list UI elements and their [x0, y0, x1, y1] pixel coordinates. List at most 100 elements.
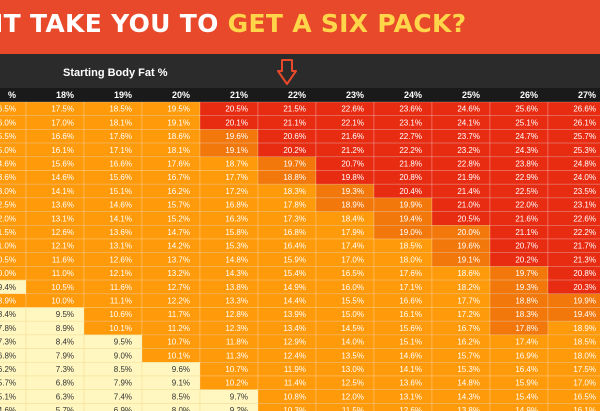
cell-value: 19.1% — [167, 118, 190, 127]
cell-value: 11.7% — [168, 310, 190, 319]
cell-value: 13.6% — [109, 228, 132, 237]
column-header: 24% — [404, 90, 422, 100]
cell-value: 16.0% — [341, 283, 364, 292]
cell-value: 6.8% — [0, 351, 16, 360]
cell-value: 13.9% — [283, 310, 306, 319]
cell-value: 13.6% — [399, 379, 422, 388]
cell-value: 13.0% — [0, 187, 16, 196]
cell-value: 17.7% — [225, 173, 248, 182]
cell-value: 22.7% — [399, 132, 422, 141]
cell-value: 19.7% — [515, 269, 538, 278]
cell-value: 13.6% — [51, 201, 74, 210]
cell-value: 15.2% — [167, 214, 190, 223]
cell-value: 18.4% — [341, 214, 364, 223]
cell-value: 10.6% — [109, 310, 132, 319]
cell-value: 10.7% — [225, 365, 248, 374]
cell-value: 17.0% — [573, 379, 596, 388]
cell-value: 21.6% — [515, 214, 538, 223]
cell-value: 19.7% — [283, 160, 306, 169]
cell-value: 11.4% — [284, 379, 306, 388]
cell-value: 18.9% — [573, 324, 596, 333]
cell-value: 18.1% — [109, 118, 132, 127]
cell-value: 10.0% — [0, 269, 16, 278]
cell-value: 17.5% — [51, 105, 74, 114]
cell-value: 22.8% — [457, 160, 480, 169]
cell-value: 21.2% — [341, 146, 364, 155]
down-arrow-icon — [277, 59, 297, 85]
cell-value: 17.8% — [515, 324, 538, 333]
column-header: 18% — [56, 90, 74, 100]
cell-value: 12.1% — [51, 242, 74, 251]
cell-value: 21.8% — [399, 160, 422, 169]
cell-value: 11.8% — [226, 338, 248, 347]
cell-value: 22.6% — [341, 105, 364, 114]
cell-value: 21.6% — [341, 132, 364, 141]
cell-value: 16.1% — [51, 146, 74, 155]
banner-title-highlight: GET A SIX PACK? — [227, 9, 467, 38]
cell-value: 20.5% — [457, 214, 480, 223]
cell-value: 14.9% — [283, 283, 306, 292]
cell-value: 11.3% — [226, 351, 248, 360]
cell-value: 11.6% — [110, 283, 132, 292]
cell-value: 10.5% — [51, 283, 74, 292]
cell-value: 18.7% — [225, 160, 248, 169]
cell-value: 13.8% — [457, 406, 480, 411]
cell-value: 12.1% — [109, 269, 132, 278]
cell-value: 19.9% — [399, 201, 422, 210]
cell-value: 14.8% — [225, 255, 248, 264]
cell-value: 15.6% — [399, 324, 422, 333]
cell-value: 15.5% — [0, 132, 16, 141]
cell-value: 13.4% — [283, 324, 306, 333]
cell-value: 10.7% — [167, 338, 190, 347]
cell-value: 22.2% — [573, 228, 596, 237]
cell-value: 12.2% — [167, 297, 190, 306]
cell-value: 12.0% — [341, 392, 364, 401]
cell-value: 24.8% — [573, 160, 596, 169]
cell-value: 18.3% — [283, 187, 306, 196]
cell-value: 16.0% — [0, 118, 16, 127]
table-cell — [547, 403, 600, 411]
cell-value: 24.6% — [457, 105, 480, 114]
cell-value: 13.2% — [167, 269, 190, 278]
cell-value: 15.1% — [109, 187, 132, 196]
cell-value: 10.8% — [283, 392, 306, 401]
banner-title-part1: IT TAKE YOU TO — [0, 9, 228, 38]
cell-value: 11.5% — [0, 228, 16, 237]
cell-value: 20.5% — [225, 105, 248, 114]
cell-value: 14.2% — [167, 242, 190, 251]
cell-value: 18.5% — [573, 338, 596, 347]
cell-value: 18.6% — [167, 132, 190, 141]
cell-value: 14.0% — [341, 338, 364, 347]
cell-value: 24.0% — [573, 173, 596, 182]
cell-value: 16.5% — [0, 105, 16, 114]
cell-value: 15.1% — [399, 338, 422, 347]
cell-value: 8.5% — [172, 392, 190, 401]
column-header: 20% — [172, 90, 190, 100]
cell-value: 9.5% — [114, 338, 132, 347]
cell-value: 20.7% — [515, 242, 538, 251]
cell-value: 17.6% — [167, 160, 190, 169]
cell-value: 18.9% — [341, 201, 364, 210]
cell-value: 9.2% — [230, 406, 248, 411]
cell-value: 20.6% — [283, 132, 306, 141]
cell-value: 21.0% — [457, 201, 480, 210]
cell-value: 16.2% — [457, 338, 480, 347]
cell-value: 15.8% — [225, 228, 248, 237]
cell-value: 16.5% — [341, 269, 364, 278]
cell-value: 8.9% — [56, 324, 74, 333]
cell-value: 8.9% — [0, 297, 16, 306]
cell-value: 13.0% — [341, 365, 364, 374]
cell-value: 5.1% — [0, 392, 16, 401]
cell-value: 16.5% — [573, 392, 596, 401]
cell-value: 6.8% — [56, 379, 74, 388]
cell-value: 10.3% — [283, 406, 306, 411]
cell-value: 26.1% — [573, 118, 596, 127]
column-header: 23% — [346, 90, 364, 100]
cell-value: 13.6% — [0, 173, 16, 182]
cell-value: 16.3% — [225, 214, 248, 223]
cell-value: 13.1% — [109, 242, 132, 251]
cell-value: 15.6% — [109, 173, 132, 182]
cell-value: 13.7% — [167, 255, 190, 264]
cell-value: 10.0% — [51, 297, 74, 306]
cell-value: 22.1% — [341, 118, 364, 127]
